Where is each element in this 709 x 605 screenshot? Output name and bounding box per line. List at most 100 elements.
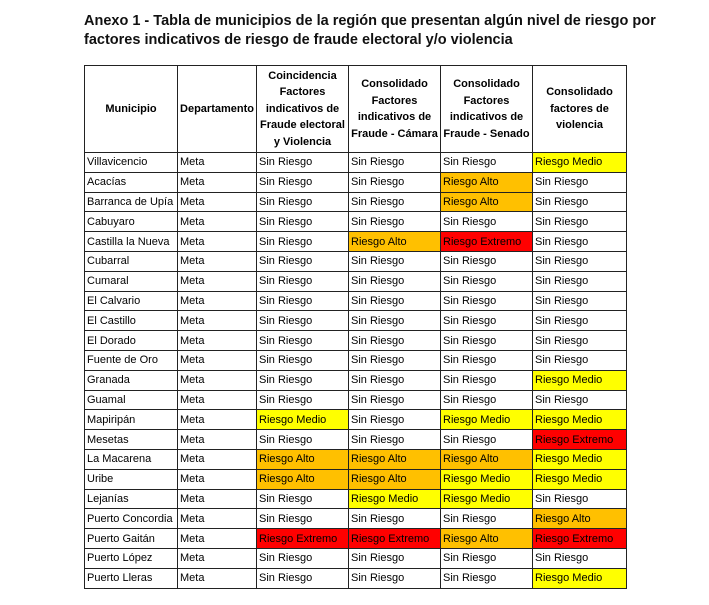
municipio-cell: La Macarena bbox=[84, 448, 178, 470]
coincidencia-cell: Sin Riesgo bbox=[256, 152, 349, 173]
coincidencia-cell: Riesgo Alto bbox=[256, 468, 349, 490]
departamento-cell: Meta bbox=[177, 567, 257, 589]
header-departamento: Departamento bbox=[177, 65, 257, 153]
table-row: Guamal Meta Sin Riesgo Sin Riesgo Sin Riesgo… bbox=[84, 389, 627, 411]
camara-cell: Sin Riesgo bbox=[348, 547, 441, 569]
table-header-row: Municipio Departamento Coincidencia Fact… bbox=[84, 65, 627, 153]
coincidencia-cell: Riesgo Medio bbox=[256, 409, 349, 431]
table-row: La Macarena Meta Riesgo Alto Riesgo Alto Rie… bbox=[84, 448, 627, 470]
camara-cell: Sin Riesgo bbox=[348, 250, 441, 272]
violencia-cell: Sin Riesgo bbox=[532, 171, 627, 193]
violencia-cell: Sin Riesgo bbox=[532, 231, 627, 252]
camara-cell: Sin Riesgo bbox=[348, 369, 441, 391]
violencia-cell: Sin Riesgo bbox=[532, 547, 627, 569]
senado-cell: Sin Riesgo bbox=[440, 310, 533, 332]
municipio-cell: Fuente de Oro bbox=[84, 349, 178, 371]
coincidencia-cell: Sin Riesgo bbox=[256, 369, 349, 391]
table-row: Puerto Concordia Meta Sin Riesgo Sin Riesgo… bbox=[84, 508, 627, 530]
coincidencia-cell: Sin Riesgo bbox=[256, 290, 349, 312]
coincidencia-cell: Riesgo Alto bbox=[256, 448, 349, 470]
municipio-cell: Mesetas bbox=[84, 429, 178, 450]
violencia-cell: Riesgo Medio bbox=[532, 152, 627, 173]
camara-cell: Sin Riesgo bbox=[348, 152, 441, 173]
coincidencia-cell: Sin Riesgo bbox=[256, 567, 349, 589]
coincidencia-cell: Sin Riesgo bbox=[256, 191, 349, 213]
senado-cell: Sin Riesgo bbox=[440, 389, 533, 411]
senado-cell: Riesgo Alto bbox=[440, 171, 533, 193]
departamento-cell: Meta bbox=[177, 152, 257, 173]
departamento-cell: Meta bbox=[177, 171, 257, 193]
table-row: Uribe Meta Riesgo Alto Riesgo Alto Riesgo Me… bbox=[84, 468, 627, 490]
camara-cell: Sin Riesgo bbox=[348, 191, 441, 213]
senado-cell: Sin Riesgo bbox=[440, 349, 533, 371]
coincidencia-cell: Sin Riesgo bbox=[256, 211, 349, 233]
table-row: Granada Meta Sin Riesgo Sin Riesgo Sin Riesg… bbox=[84, 369, 627, 391]
senado-cell: Sin Riesgo bbox=[440, 290, 533, 312]
departamento-cell: Meta bbox=[177, 250, 257, 272]
senado-cell: Sin Riesgo bbox=[440, 330, 533, 351]
table-row: El Calvario Meta Sin Riesgo Sin Riesgo Sin R… bbox=[84, 290, 627, 312]
table-row: Acacías Meta Sin Riesgo Sin Riesgo Riesgo Al… bbox=[84, 171, 627, 193]
senado-cell: Riesgo Medio bbox=[440, 488, 533, 510]
table-row: Puerto López Meta Sin Riesgo Sin Riesgo Sin … bbox=[84, 547, 627, 569]
departamento-cell: Meta bbox=[177, 211, 257, 233]
document-title: Anexo 1 - Tabla de municipios de la regi… bbox=[84, 13, 656, 48]
coincidencia-cell: Sin Riesgo bbox=[256, 231, 349, 252]
departamento-cell: Meta bbox=[177, 528, 257, 549]
departamento-cell: Meta bbox=[177, 488, 257, 510]
violencia-cell: Sin Riesgo bbox=[532, 270, 627, 292]
senado-cell: Riesgo Extremo bbox=[440, 231, 533, 252]
municipio-cell: Puerto Concordia bbox=[84, 508, 178, 530]
coincidencia-cell: Sin Riesgo bbox=[256, 389, 349, 411]
violencia-cell: Riesgo Extremo bbox=[532, 429, 627, 450]
senado-cell: Sin Riesgo bbox=[440, 508, 533, 530]
violencia-cell: Riesgo Medio bbox=[532, 369, 627, 391]
senado-cell: Sin Riesgo bbox=[440, 369, 533, 391]
senado-cell: Sin Riesgo bbox=[440, 429, 533, 450]
departamento-cell: Meta bbox=[177, 290, 257, 312]
camara-cell: Sin Riesgo bbox=[348, 310, 441, 332]
camara-cell: Riesgo Alto bbox=[348, 468, 441, 490]
violencia-cell: Riesgo Medio bbox=[532, 409, 627, 431]
municipio-cell: Cubarral bbox=[84, 250, 178, 272]
departamento-cell: Meta bbox=[177, 429, 257, 450]
municipio-cell: Puerto López bbox=[84, 547, 178, 569]
table-row: Villavicencio Meta Sin Riesgo Sin Riesgo Sin… bbox=[84, 152, 627, 173]
municipio-cell: Granada bbox=[84, 369, 178, 391]
camara-cell: Sin Riesgo bbox=[348, 409, 441, 431]
senado-cell: Riesgo Medio bbox=[440, 409, 533, 431]
camara-cell: Riesgo Alto bbox=[348, 448, 441, 470]
coincidencia-cell: Sin Riesgo bbox=[256, 171, 349, 193]
coincidencia-cell: Sin Riesgo bbox=[256, 310, 349, 332]
municipio-cell: Villavicencio bbox=[84, 152, 178, 173]
header-camara: Consolidado Factores indicativos de Frau… bbox=[348, 65, 441, 153]
violencia-cell: Sin Riesgo bbox=[532, 488, 627, 510]
violencia-cell: Sin Riesgo bbox=[532, 191, 627, 213]
camara-cell: Sin Riesgo bbox=[348, 211, 441, 233]
table-body: Villavicencio Meta Sin Riesgo Sin Riesgo Sin… bbox=[84, 152, 627, 589]
violencia-cell: Sin Riesgo bbox=[532, 250, 627, 272]
departamento-cell: Meta bbox=[177, 310, 257, 332]
camara-cell: Sin Riesgo bbox=[348, 389, 441, 411]
municipio-cell: Cumaral bbox=[84, 270, 178, 292]
table-row: El Castillo Meta Sin Riesgo Sin Riesgo Sin R… bbox=[84, 310, 627, 332]
table-row: Lejanías Meta Sin Riesgo Riesgo Medio Riesgo… bbox=[84, 488, 627, 510]
violencia-cell: Riesgo Alto bbox=[532, 508, 627, 530]
municipio-cell: Lejanías bbox=[84, 488, 178, 510]
camara-cell: Sin Riesgo bbox=[348, 330, 441, 351]
table-row: Puerto Lleras Meta Sin Riesgo Sin Riesgo Sin… bbox=[84, 567, 627, 589]
senado-cell: Sin Riesgo bbox=[440, 152, 533, 173]
camara-cell: Sin Riesgo bbox=[348, 349, 441, 371]
violencia-cell: Sin Riesgo bbox=[532, 310, 627, 332]
table-row: Cabuyaro Meta Sin Riesgo Sin Riesgo Sin Ries… bbox=[84, 211, 627, 233]
departamento-cell: Meta bbox=[177, 448, 257, 470]
table-row: Mesetas Meta Sin Riesgo Sin Riesgo Sin Riesg… bbox=[84, 429, 627, 450]
table-row: Barranca de Upía Meta Sin Riesgo Sin Riesgo… bbox=[84, 191, 627, 213]
coincidencia-cell: Sin Riesgo bbox=[256, 488, 349, 510]
table-row: Fuente de Oro Meta Sin Riesgo Sin Riesgo Sin… bbox=[84, 349, 627, 371]
camara-cell: Sin Riesgo bbox=[348, 567, 441, 589]
senado-cell: Sin Riesgo bbox=[440, 250, 533, 272]
municipio-cell: El Dorado bbox=[84, 330, 178, 351]
violencia-cell: Riesgo Medio bbox=[532, 448, 627, 470]
camara-cell: Sin Riesgo bbox=[348, 508, 441, 530]
